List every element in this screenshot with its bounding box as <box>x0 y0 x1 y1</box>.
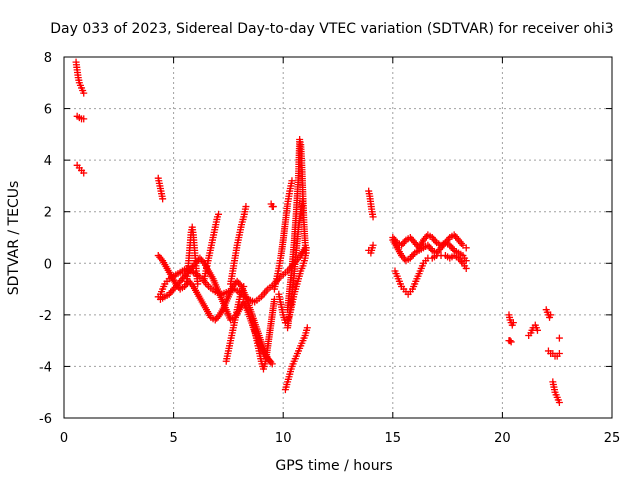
data-points <box>72 58 563 407</box>
x-tick-label: 5 <box>169 431 177 446</box>
series-cluster-22.1 <box>542 306 555 321</box>
y-tick-label: 8 <box>44 51 52 66</box>
y-tick-label: -2 <box>39 309 52 324</box>
series-lower-10.5 <box>281 324 311 394</box>
data-point <box>80 115 88 123</box>
y-tick-label: 0 <box>44 257 52 272</box>
series-isolated-14a <box>365 187 377 221</box>
series-point-20.3 <box>505 337 515 346</box>
chart-title: Day 033 of 2023, Sidereal Day-to-day VTE… <box>50 21 613 37</box>
data-point <box>555 399 563 407</box>
data-point <box>462 244 470 252</box>
grid-lines <box>64 57 612 418</box>
data-point <box>303 324 311 332</box>
x-tick-label: 0 <box>60 431 68 446</box>
data-point <box>302 244 310 252</box>
series-early-low <box>73 161 88 177</box>
series-cluster-20.4 <box>505 311 517 329</box>
x-tick-label: 15 <box>385 431 402 446</box>
y-tick-label: 4 <box>44 154 52 169</box>
x-tick-label: 10 <box>275 431 292 446</box>
series-isolated-9.5 <box>267 200 277 211</box>
x-tick-label: 25 <box>604 431 621 446</box>
series-dip-7.6 <box>222 282 248 365</box>
x-axis-label: GPS time / hours <box>275 458 392 474</box>
data-point <box>509 319 517 327</box>
y-tick-label: -6 <box>39 412 52 427</box>
data-point <box>533 326 541 334</box>
data-point <box>555 350 563 358</box>
data-point <box>507 338 515 346</box>
series-early-mid <box>73 112 88 123</box>
series-cluster-9 <box>249 295 278 373</box>
series-cluster-21.4 <box>525 321 541 339</box>
series-point-22.6 <box>555 334 563 342</box>
y-tick-label: 2 <box>44 206 52 221</box>
data-point <box>555 334 563 342</box>
series-band-c <box>154 252 276 368</box>
data-point <box>369 213 377 221</box>
data-point <box>269 203 277 211</box>
y-axis-label: SDTVAR / TECUs <box>6 181 22 296</box>
data-point <box>547 311 555 319</box>
data-point <box>299 195 307 203</box>
plot-frame <box>63 56 613 419</box>
data-point <box>506 337 514 345</box>
series-bowl-15.7 <box>391 252 470 298</box>
series-band-a <box>154 174 167 203</box>
data-point <box>194 280 202 288</box>
data-point <box>159 195 167 203</box>
data-point <box>80 89 88 97</box>
axis-ticks <box>63 56 613 419</box>
tick-labels: 0 5 10 15 20 25 -6 -4 -2 0 2 4 6 8 <box>39 51 620 446</box>
data-point <box>369 241 377 249</box>
data-point <box>215 210 223 218</box>
series-tail-22.4 <box>549 378 563 407</box>
data-point <box>240 282 248 290</box>
series-low-22.4 <box>544 347 563 360</box>
x-tick-label: 20 <box>494 431 511 446</box>
series-isolated-14b <box>365 241 377 257</box>
y-tick-label: -4 <box>39 360 52 375</box>
series-spike-8.2 <box>227 203 250 288</box>
series-spike-5.7 <box>183 223 202 288</box>
series-band-15-mid <box>389 236 470 265</box>
series-late-9.8 <box>275 244 310 327</box>
series-spike-6.9 <box>200 210 223 283</box>
series-early-upper <box>72 58 88 97</box>
y-tick-label: 6 <box>44 103 52 118</box>
series-rise-10 <box>270 177 296 293</box>
data-point <box>462 264 470 272</box>
data-point <box>242 203 250 211</box>
data-point <box>288 177 296 185</box>
data-point <box>80 169 88 177</box>
